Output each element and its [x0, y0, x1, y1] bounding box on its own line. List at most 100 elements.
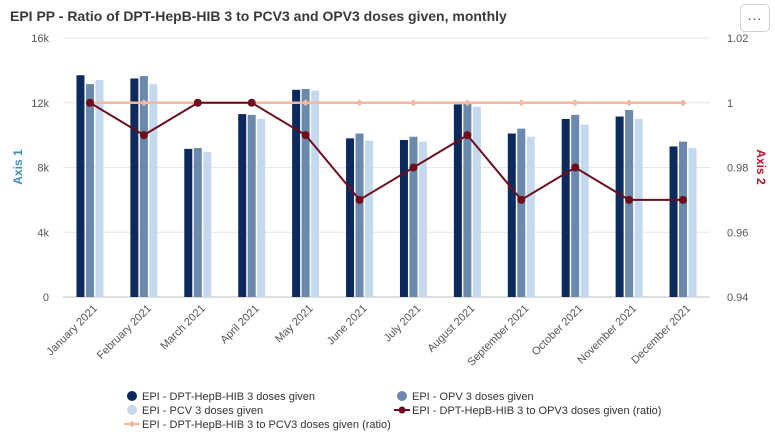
grid-lines — [63, 37, 710, 298]
bar[interactable] — [580, 124, 589, 298]
legend-label: EPI - PCV 3 doses given — [142, 405, 263, 417]
bar[interactable] — [615, 116, 624, 298]
bar[interactable] — [634, 118, 643, 297]
bar[interactable] — [139, 76, 148, 298]
ratio-opv-point[interactable] — [679, 195, 688, 204]
bar[interactable] — [76, 75, 85, 297]
x-tick-label: June 2021 — [325, 303, 370, 348]
bar[interactable] — [257, 118, 266, 297]
legend-item[interactable]: EPI - OPV 3 doses given — [397, 391, 534, 403]
axis2-tick-label: 0.96 — [727, 227, 748, 239]
bar[interactable] — [247, 114, 256, 297]
bar[interactable] — [149, 84, 158, 298]
bar[interactable] — [571, 114, 580, 297]
bar[interactable] — [130, 78, 139, 297]
ratio-pcv-point[interactable] — [679, 99, 687, 107]
bar[interactable] — [346, 138, 355, 297]
ratio-opv-line — [89, 101, 684, 202]
legend: EPI - DPT-HepB-HIB 3 doses given EPI - OP… — [124, 391, 661, 431]
ratio-opv-point[interactable] — [301, 131, 310, 140]
ratio-opv-point[interactable] — [409, 163, 418, 172]
bar[interactable] — [453, 104, 462, 298]
bar[interactable] — [184, 148, 193, 297]
legend-item[interactable]: EPI - DPT-HepB-HIB 3 doses given — [127, 391, 315, 403]
line-series — [85, 98, 688, 204]
ratio-opv-point[interactable] — [139, 131, 148, 140]
axis1-tick-label: 8k — [37, 163, 49, 175]
x-tick-label: August 2021 — [425, 303, 477, 355]
legend-item[interactable]: EPI - DPT-HepB-HIB 3 to PCV3 doses given… — [124, 419, 391, 431]
bar[interactable] — [95, 80, 104, 298]
ellipsis-icon: ... — [747, 7, 763, 23]
bar[interactable] — [463, 102, 472, 297]
legend-item[interactable]: EPI - PCV 3 doses given — [127, 405, 263, 417]
x-tick-label: April 2021 — [218, 303, 262, 347]
legend-item[interactable]: EPI - DPT-HepB-HIB 3 to OPV3 doses given… — [394, 405, 661, 417]
axis1-ticks: 0 4k 8k 12k 16k — [31, 33, 49, 304]
bar[interactable] — [399, 139, 408, 297]
bar[interactable] — [669, 146, 678, 297]
axis2-ticks: 0.94 0.96 0.98 1 1.02 — [727, 33, 748, 304]
legend-marker — [128, 420, 136, 428]
bar[interactable] — [301, 88, 310, 297]
ratio-opv-point[interactable] — [571, 163, 580, 172]
ratio-pcv-point[interactable] — [571, 99, 579, 107]
bar[interactable] — [507, 133, 516, 297]
axis2-tick-label: 1 — [727, 98, 733, 110]
ratio-pcv-point[interactable] — [140, 99, 148, 107]
legend-marker — [397, 391, 407, 401]
ratio-opv-point[interactable] — [625, 195, 634, 204]
bar[interactable] — [238, 114, 247, 297]
legend-marker — [127, 391, 137, 401]
bar[interactable] — [311, 90, 320, 297]
chart-menu-button[interactable]: ... — [740, 4, 770, 32]
chart-title: EPI PP - Ratio of DPT-HepB-HIB 3 to PCV3… — [10, 8, 507, 24]
axis1-tick-label: 4k — [37, 227, 49, 239]
ratio-opv-point[interactable] — [247, 98, 256, 107]
axis1-title: Axis 1 — [11, 149, 25, 185]
bar[interactable] — [193, 148, 202, 297]
legend-label: EPI - OPV 3 doses given — [412, 391, 534, 403]
ratio-opv-point[interactable] — [193, 98, 202, 107]
axis2-tick-label: 1.02 — [727, 33, 748, 45]
bar[interactable] — [418, 141, 427, 297]
bar[interactable] — [688, 148, 697, 297]
legend-marker — [127, 405, 137, 415]
bar[interactable] — [472, 106, 481, 297]
ratio-pcv-point[interactable] — [409, 99, 417, 107]
bar[interactable] — [355, 133, 364, 297]
ratio-opv-point[interactable] — [85, 98, 94, 107]
bar-series — [76, 75, 697, 298]
ratio-pcv-point[interactable] — [517, 99, 525, 107]
ratio-pcv-point[interactable] — [463, 99, 471, 107]
ratio-pcv-point[interactable] — [356, 99, 364, 107]
axis1-tick-label: 16k — [31, 33, 49, 45]
axis1-tick-label: 0 — [43, 292, 49, 304]
ratio-pcv-point[interactable] — [625, 99, 633, 107]
bar[interactable] — [365, 140, 374, 297]
legend-label: EPI - DPT-HepB-HIB 3 to OPV3 doses given… — [412, 405, 661, 417]
axis2-title: Axis 2 — [754, 149, 768, 185]
ratio-pcv-point[interactable] — [302, 99, 310, 107]
x-tick-label: February 2021 — [95, 303, 154, 362]
bar[interactable] — [409, 136, 418, 297]
bar[interactable] — [517, 128, 526, 297]
bar[interactable] — [292, 89, 301, 297]
ratio-opv-point[interactable] — [463, 131, 472, 140]
bar[interactable] — [561, 118, 570, 297]
x-tick-label: October 2021 — [530, 303, 586, 359]
ratio-opv-point[interactable] — [517, 195, 526, 204]
bar[interactable] — [203, 152, 212, 297]
x-tick-label: December 2021 — [629, 303, 693, 367]
axis2-tick-label: 0.94 — [727, 292, 748, 304]
axis1-tick-label: 12k — [31, 98, 49, 110]
bar[interactable] — [526, 136, 535, 297]
bar[interactable] — [85, 84, 94, 298]
axis2-tick-label: 0.98 — [727, 163, 748, 175]
ratio-opv-point[interactable] — [355, 195, 364, 204]
bar[interactable] — [679, 141, 688, 297]
x-tick-label: March 2021 — [158, 303, 208, 353]
legend-label: EPI - DPT-HepB-HIB 3 to PCV3 doses given… — [142, 419, 391, 431]
